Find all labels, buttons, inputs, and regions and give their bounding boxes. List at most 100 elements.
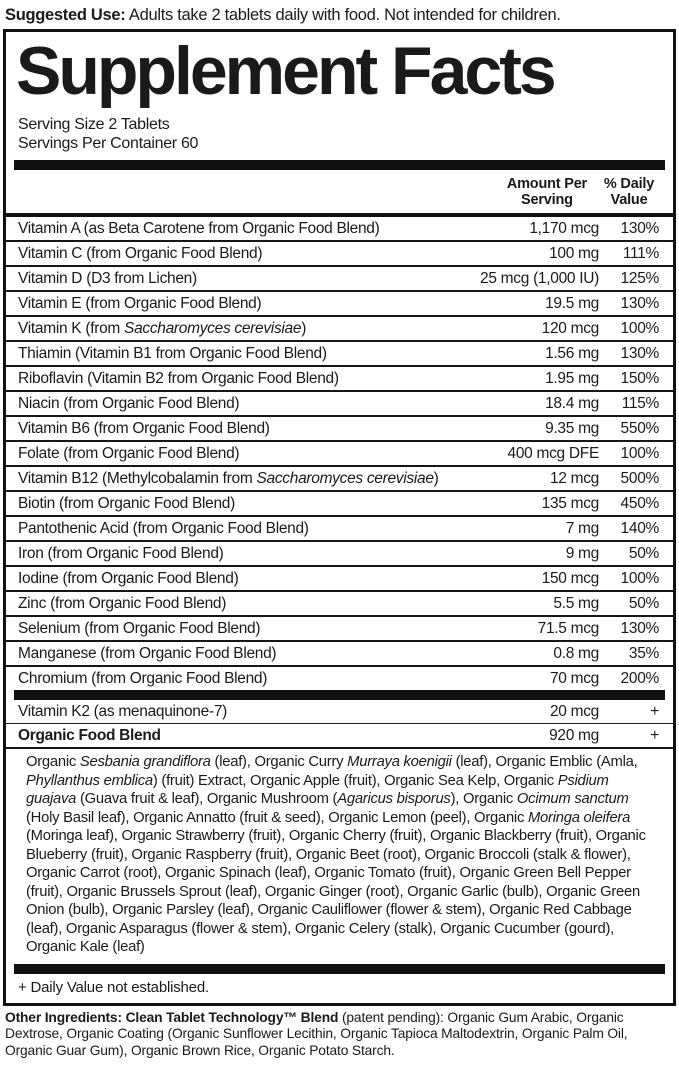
- text-segment: (Holy Basil leaf), Organic Annatto (frui…: [26, 810, 528, 826]
- table-row: Vitamin C (from Organic Food Blend)100 m…: [6, 240, 673, 265]
- text-segment: (Moringa leaf), Organic Strawberry (frui…: [26, 828, 646, 955]
- text-segment: Vitamin A (as Beta Carotene from Organic…: [18, 220, 379, 237]
- nutrient-daily-value: 130%: [599, 619, 659, 638]
- nutrient-name: Vitamin K2 (as menaquinone-7): [18, 702, 550, 721]
- table-row: Selenium (from Organic Food Blend)71.5 m…: [6, 615, 673, 640]
- nutrient-table-extra: Vitamin K2 (as menaquinone-7)20 mcg+Orga…: [6, 700, 673, 747]
- text-segment: (leaf), Organic Emblic (Amla,: [452, 754, 638, 770]
- nutrient-amount: 70 mcg: [550, 669, 599, 688]
- nutrient-daily-value: 150%: [599, 369, 659, 388]
- text-segment: Vitamin D (D3 from Lichen): [18, 270, 197, 287]
- nutrient-name: Vitamin E (from Organic Food Blend): [18, 294, 545, 313]
- nutrient-amount: 400 mcg DFE: [508, 444, 599, 463]
- serving-info: Serving Size 2 Tablets Servings Per Cont…: [6, 107, 673, 160]
- nutrient-daily-value: 100%: [599, 319, 659, 338]
- nutrient-daily-value: 100%: [599, 444, 659, 463]
- nutrient-daily-value: 130%: [599, 344, 659, 363]
- nutrient-daily-value: 115%: [599, 394, 659, 413]
- text-segment: (Guava fruit & leaf), Organic Mushroom (: [76, 791, 337, 807]
- text-segment: Vitamin B12 (Methylcobalamin from: [18, 470, 256, 487]
- nutrient-amount: 135 mcg: [542, 494, 599, 513]
- nutrient-daily-value: 50%: [599, 594, 659, 613]
- text-segment: Biotin (from Organic Food Blend): [18, 495, 235, 512]
- blend-description: Organic Sesbania grandiflora (leaf), Org…: [6, 747, 673, 964]
- nutrient-name: Niacin (from Organic Food Blend): [18, 394, 545, 413]
- nutrient-name: Vitamin B6 (from Organic Food Blend): [18, 419, 545, 438]
- text-segment: Vitamin B6 (from Organic Food Blend): [18, 420, 270, 437]
- table-row: Pantothenic Acid (from Organic Food Blen…: [6, 515, 673, 540]
- nutrient-amount: 150 mcg: [542, 569, 599, 588]
- nutrient-amount: 920 mg: [549, 726, 599, 745]
- nutrient-name: Vitamin D (D3 from Lichen): [18, 269, 480, 288]
- nutrient-table: Vitamin A (as Beta Carotene from Organic…: [6, 217, 673, 690]
- table-row: Vitamin E (from Organic Food Blend) 19.5 …: [6, 290, 673, 315]
- suggested-use-text: Adults take 2 tablets daily with food. N…: [126, 6, 561, 24]
- text-segment: Vitamin E (from Organic Food Blend): [18, 295, 261, 312]
- other-ingredients: Other Ingredients: Clean Tablet Technolo…: [0, 1006, 679, 1065]
- column-header-amount-line1: Amount Per: [507, 176, 587, 192]
- suggested-use-label: Suggested Use:: [5, 6, 126, 24]
- daily-value-footnote: + Daily Value not established.: [6, 974, 673, 1003]
- text-segment: ) (fruit) Extract, Organic Apple (fruit)…: [153, 773, 558, 789]
- nutrient-name: Manganese (from Organic Food Blend): [18, 644, 553, 663]
- text-segment: ): [301, 320, 306, 337]
- column-header-daily-value: % Daily Value: [599, 176, 659, 208]
- nutrient-name: Organic Food Blend: [18, 726, 549, 745]
- nutrient-amount: 0.8 mg: [553, 644, 599, 663]
- text-segment: Murraya koenigii: [347, 754, 452, 770]
- text-segment: Iron (from Organic Food Blend): [18, 545, 224, 562]
- text-segment: Manganese (from Organic Food Blend): [18, 645, 276, 662]
- nutrient-amount: 1.56 mg: [545, 344, 599, 363]
- nutrient-daily-value: 500%: [599, 469, 659, 488]
- servings-per-container: Servings Per Container 60: [18, 134, 661, 153]
- nutrient-daily-value: 50%: [599, 544, 659, 563]
- nutrient-daily-value: 100%: [599, 569, 659, 588]
- nutrient-amount: 12 mcg: [550, 469, 599, 488]
- nutrient-name: Vitamin C (from Organic Food Blend): [18, 244, 549, 263]
- text-segment: Niacin (from Organic Food Blend): [18, 395, 239, 412]
- text-segment: Agaricus bisporus: [337, 791, 450, 807]
- nutrient-daily-value: 111%: [599, 244, 659, 263]
- text-segment: Iodine (from Organic Food Blend): [18, 570, 238, 587]
- nutrient-amount: 9 mg: [566, 544, 599, 563]
- text-segment: Vitamin K (from: [18, 320, 124, 337]
- text-segment: Organic Food Blend: [18, 727, 161, 744]
- text-segment: Thiamin (Vitamin B1 from Organic Food Bl…: [18, 345, 327, 362]
- text-segment: Chromium (from Organic Food Blend): [18, 670, 267, 687]
- nutrient-name: Iron (from Organic Food Blend): [18, 544, 566, 563]
- nutrient-amount: 25 mcg (1,000 IU): [480, 269, 599, 288]
- nutrient-daily-value: 125%: [599, 269, 659, 288]
- nutrient-name: Selenium (from Organic Food Blend): [18, 619, 538, 638]
- nutrient-amount: 19.5 mg: [545, 294, 599, 313]
- nutrient-amount: 5.5 mg: [553, 594, 599, 613]
- column-header-dv-line2: Value: [599, 192, 659, 208]
- table-row: Vitamin D (D3 from Lichen) 25 mcg (1,000 …: [6, 265, 673, 290]
- nutrient-daily-value: 550%: [599, 419, 659, 438]
- table-row: Folate (from Organic Food Blend) 400 mcg …: [6, 440, 673, 465]
- nutrient-name: Zinc (from Organic Food Blend): [18, 594, 553, 613]
- nutrient-amount: 18.4 mg: [545, 394, 599, 413]
- column-header-amount-line2: Serving: [507, 192, 587, 208]
- column-header-dv-line1: % Daily: [599, 176, 659, 192]
- text-segment: Pantothenic Acid (from Organic Food Blen…: [18, 520, 309, 537]
- panel-title: Supplement Facts: [6, 32, 673, 107]
- text-segment: Zinc (from Organic Food Blend): [18, 595, 226, 612]
- text-segment: Organic: [26, 754, 80, 770]
- table-header-row: Amount Per Serving % Daily Value: [6, 170, 673, 217]
- text-segment: Folate (from Organic Food Blend): [18, 445, 239, 462]
- nutrient-name: Thiamin (Vitamin B1 from Organic Food Bl…: [18, 344, 545, 363]
- nutrient-amount: 1,170 mcg: [529, 219, 599, 238]
- nutrient-amount: 20 mcg: [550, 702, 599, 721]
- table-row: Vitamin B6 (from Organic Food Blend)9.35…: [6, 415, 673, 440]
- table-row: Riboflavin (Vitamin B2 from Organic Food…: [6, 365, 673, 390]
- nutrient-name: Riboflavin (Vitamin B2 from Organic Food…: [18, 369, 545, 388]
- nutrient-amount: 7 mg: [566, 519, 599, 538]
- text-segment: Ocimum sanctum: [517, 791, 629, 807]
- text-segment: ): [434, 470, 439, 487]
- nutrient-daily-value: 35%: [599, 644, 659, 663]
- table-row: Manganese (from Organic Food Blend) 0.8 m…: [6, 640, 673, 665]
